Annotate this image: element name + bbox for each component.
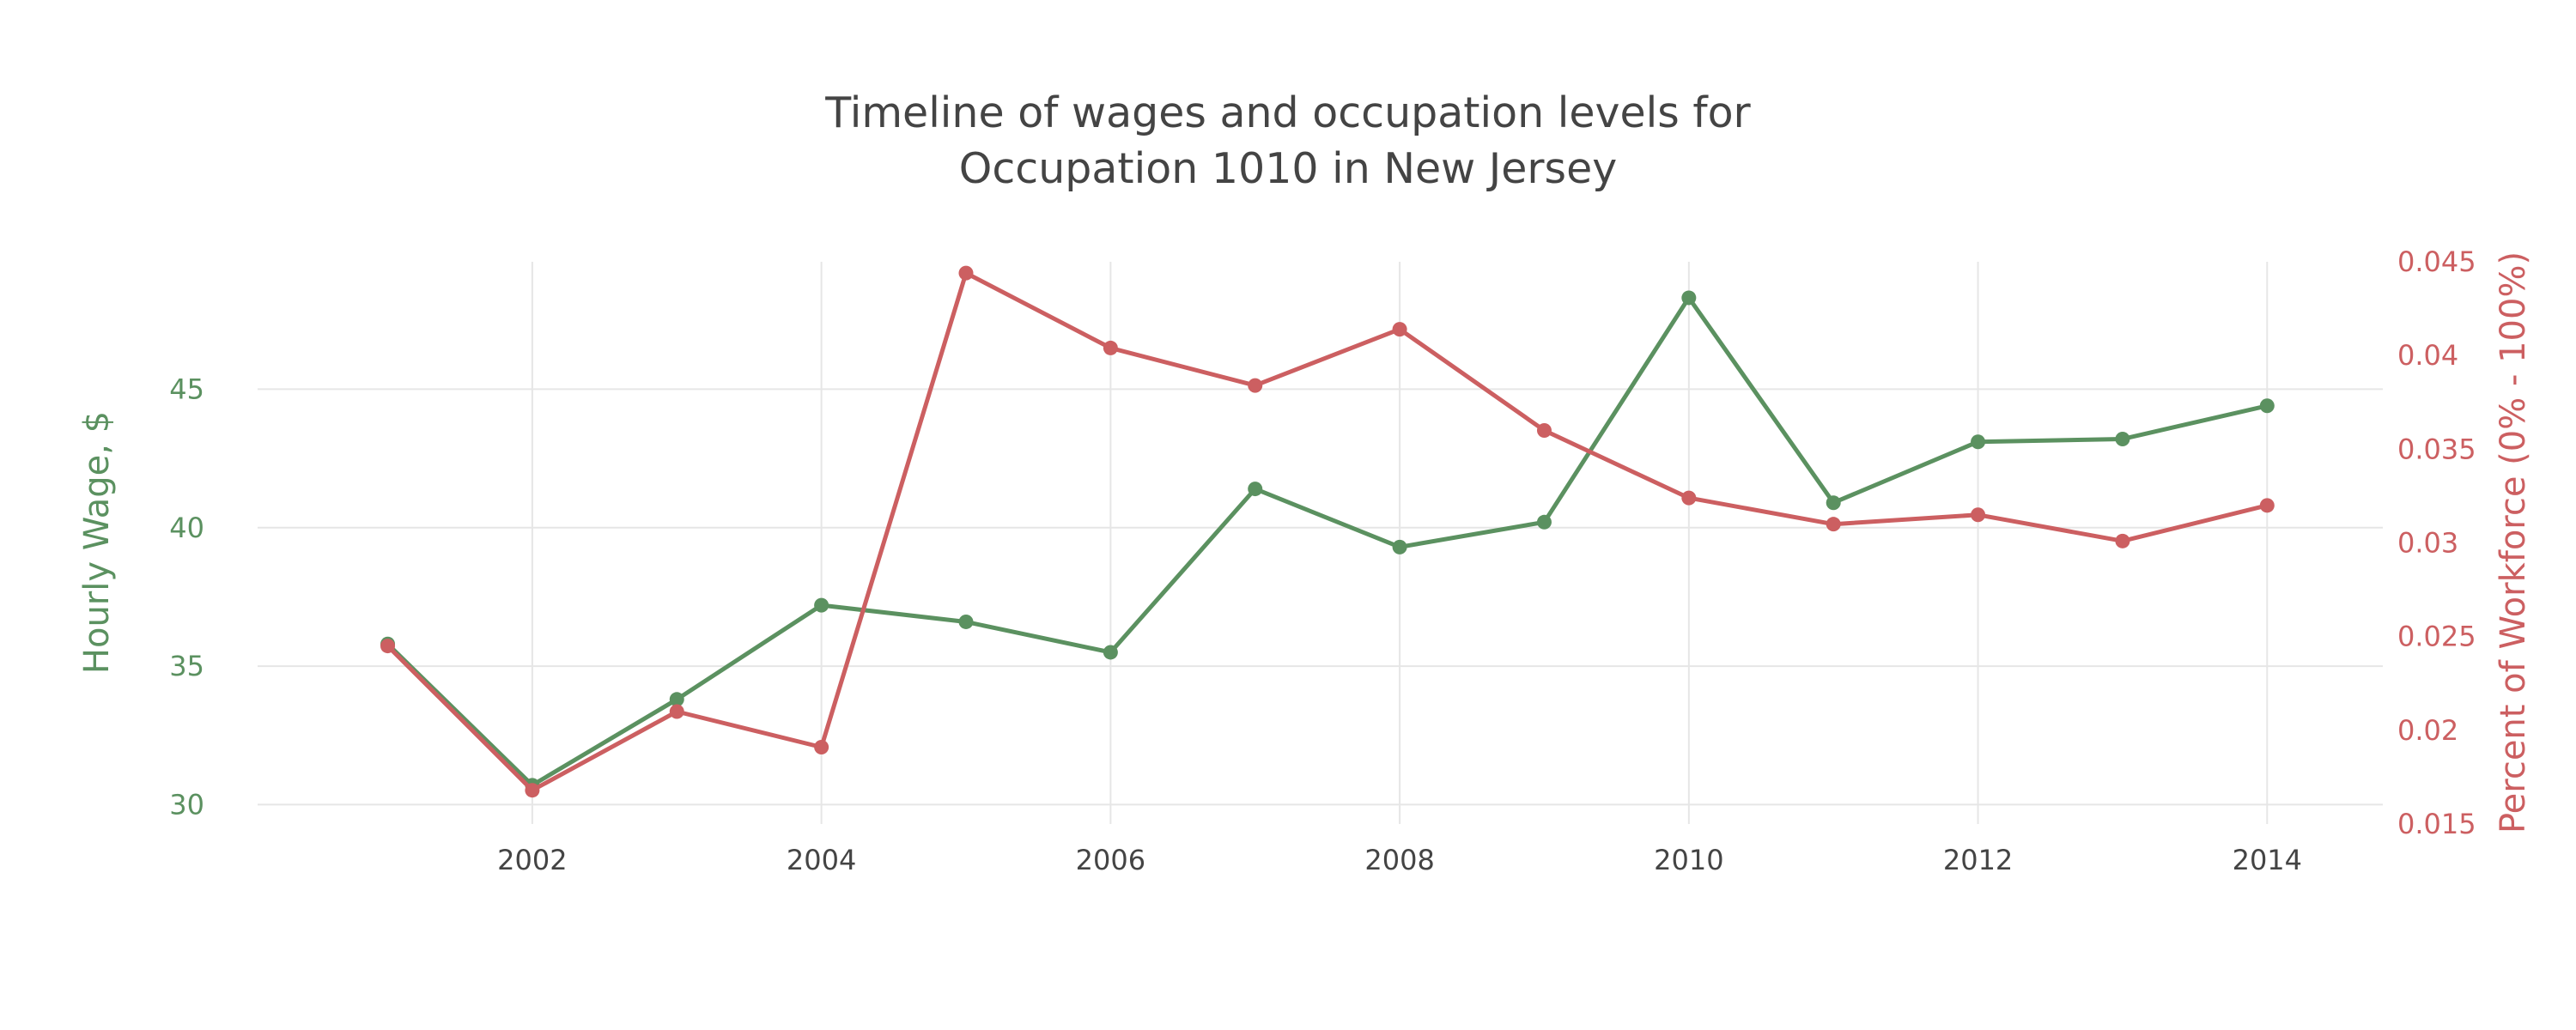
- data-point-left[interactable]: [1971, 434, 1986, 450]
- x-tick-label: 2004: [787, 844, 856, 876]
- left-y-tick-label: 45: [169, 373, 204, 405]
- x-axis-ticks: 2002 2004 2006 2008 2010 2012 2014: [497, 844, 2302, 876]
- chart-title-line-1: Timeline of wages and occupation levels …: [824, 88, 1751, 137]
- left-y-tick-label: 30: [169, 788, 204, 821]
- data-point-right[interactable]: [1536, 423, 1552, 438]
- data-point-right[interactable]: [958, 265, 974, 281]
- data-point-left[interactable]: [814, 597, 829, 613]
- data-point-left[interactable]: [669, 692, 684, 707]
- x-tick-label: 2010: [1654, 844, 1723, 876]
- x-tick-label: 2008: [1364, 844, 1434, 876]
- chart-title: Timeline of wages and occupation levels …: [824, 88, 1751, 193]
- data-point-left[interactable]: [1248, 482, 1263, 497]
- x-tick-label: 2014: [2233, 844, 2302, 876]
- data-point-right[interactable]: [1392, 322, 1407, 337]
- right-y-tick-label: 0.02: [2397, 714, 2458, 747]
- data-point-left[interactable]: [1826, 495, 1841, 511]
- right-y-tick-label: 0.015: [2397, 808, 2476, 840]
- series-line-left: [386, 295, 2269, 788]
- series-right-axis: [380, 265, 2275, 798]
- right-y-axis-ticks: 0.015 0.02 0.025 0.03 0.035 0.04 0.045: [2397, 245, 2476, 840]
- right-y-axis-title: Percent of Workforce (0% - 100%): [2494, 251, 2533, 833]
- gridlines: [258, 262, 2383, 824]
- left-y-axis-ticks: 30 35 40 45: [169, 373, 204, 821]
- data-point-right[interactable]: [525, 783, 540, 798]
- right-y-tick-label: 0.03: [2397, 527, 2458, 560]
- data-point-left[interactable]: [1392, 539, 1407, 554]
- data-point-left[interactable]: [2259, 398, 2275, 414]
- right-y-tick-label: 0.025: [2397, 621, 2476, 653]
- data-point-left[interactable]: [1681, 290, 1697, 306]
- x-tick-label: 2006: [1076, 844, 1145, 876]
- data-point-right[interactable]: [2115, 533, 2130, 548]
- x-tick-label: 2002: [497, 844, 567, 876]
- data-point-right[interactable]: [1681, 490, 1697, 506]
- chart-title-line-2: Occupation 1010 in New Jersey: [959, 144, 1617, 193]
- data-point-right[interactable]: [1826, 517, 1841, 532]
- data-point-right[interactable]: [2259, 498, 2275, 513]
- data-point-right[interactable]: [380, 639, 396, 654]
- left-y-tick-label: 40: [169, 512, 204, 544]
- right-y-tick-label: 0.045: [2397, 245, 2476, 278]
- data-point-right[interactable]: [1248, 378, 1263, 393]
- data-point-left[interactable]: [1103, 645, 1118, 660]
- data-point-right[interactable]: [1103, 340, 1118, 355]
- right-y-tick-label: 0.035: [2397, 433, 2476, 465]
- right-y-tick-label: 0.04: [2397, 339, 2458, 372]
- data-point-left[interactable]: [958, 614, 974, 629]
- x-tick-label: 2012: [1943, 844, 2013, 876]
- data-point-left[interactable]: [1536, 514, 1552, 530]
- data-point-right[interactable]: [1971, 507, 1986, 523]
- data-point-right[interactable]: [814, 739, 829, 754]
- data-point-right[interactable]: [669, 704, 684, 719]
- data-series: [380, 265, 2275, 798]
- left-y-axis-title: Hourly Wage, $: [77, 411, 117, 674]
- data-point-left[interactable]: [2115, 432, 2130, 447]
- series-line-right: [386, 270, 2269, 793]
- left-y-tick-label: 35: [169, 650, 204, 682]
